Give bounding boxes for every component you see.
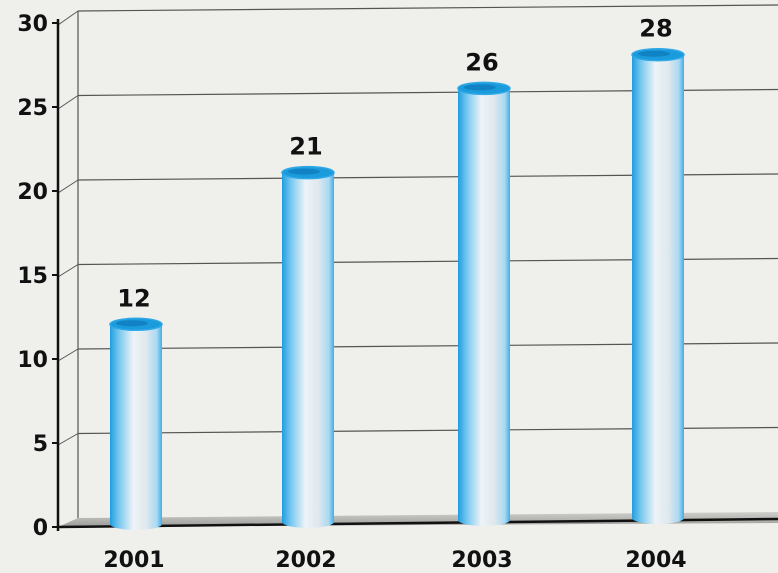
data-label: 12 <box>117 284 150 312</box>
gridline-side <box>57 433 79 446</box>
gridline-side <box>57 179 79 194</box>
y-tick-label: 20 <box>17 180 48 205</box>
bar-2001 <box>109 317 163 530</box>
gridline-side <box>57 348 79 362</box>
bar-body <box>282 172 334 528</box>
y-tick-label: 15 <box>17 264 48 289</box>
bar-body <box>110 324 162 530</box>
x-tick-label: 2004 <box>625 548 686 573</box>
y-tick-label: 10 <box>17 348 48 373</box>
y-tick-label: 0 <box>33 516 48 541</box>
bar-top-shade <box>116 320 148 327</box>
x-tick-label: 2001 <box>103 548 164 573</box>
data-labels: 12 21 26 28 <box>117 15 672 313</box>
x-tick-label: 2002 <box>275 548 336 573</box>
bar-body <box>632 54 684 524</box>
gridline-side <box>57 95 79 110</box>
bar-2004 <box>631 47 685 524</box>
bar-top-shade <box>464 84 496 91</box>
bar-2003 <box>457 81 511 527</box>
y-tick-label: 5 <box>33 432 48 457</box>
x-tick-labels: 2001 2002 2003 2004 <box>103 548 686 573</box>
bar-top-shade <box>288 168 320 175</box>
bar-top-shade <box>638 50 670 57</box>
y-tick-label: 25 <box>17 96 48 121</box>
y-tick-label: 30 <box>17 12 48 37</box>
bar-2002 <box>281 165 335 528</box>
y-tick-labels: 0 5 10 15 20 25 30 <box>17 12 48 541</box>
gridline-side <box>57 10 79 26</box>
x-tick-label: 2003 <box>451 548 512 573</box>
gridline-side <box>57 264 79 278</box>
data-label: 21 <box>289 133 322 161</box>
gridline <box>77 4 778 12</box>
bar-body <box>458 88 510 527</box>
data-label: 28 <box>639 15 672 43</box>
data-label: 26 <box>465 48 498 76</box>
bars <box>109 47 685 530</box>
chart-floor <box>58 512 778 527</box>
